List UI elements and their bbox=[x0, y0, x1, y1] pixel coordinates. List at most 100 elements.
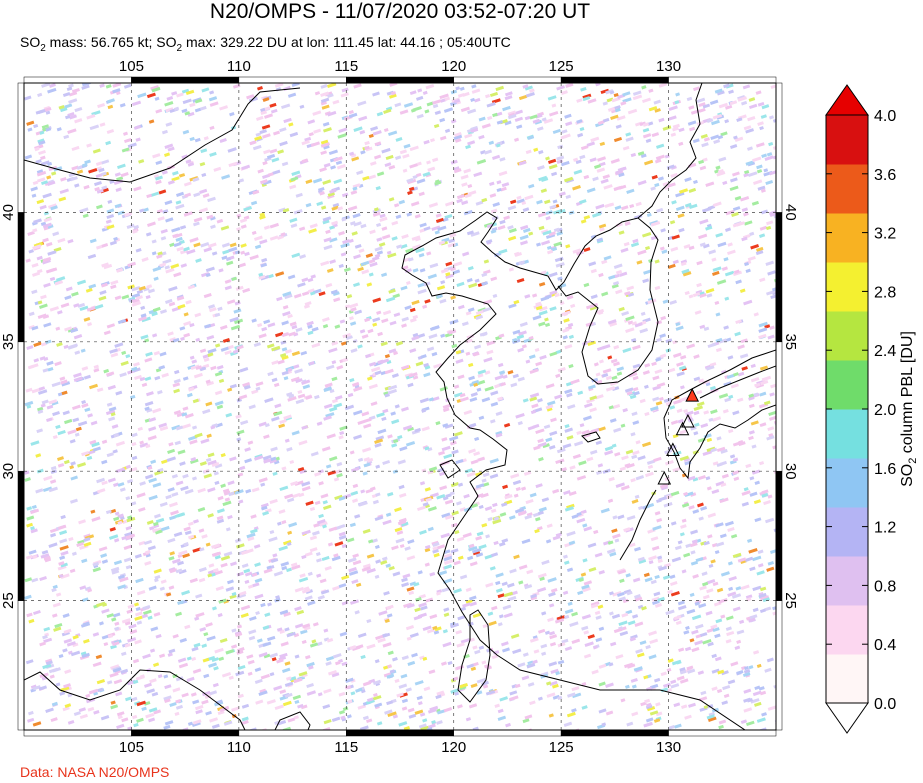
frame-bottom-segment bbox=[238, 729, 347, 737]
so2-pixel bbox=[485, 534, 491, 539]
so2-pixel bbox=[460, 638, 470, 644]
so2-pixel bbox=[428, 333, 438, 339]
so2-pixel bbox=[77, 279, 87, 286]
so2-pixel bbox=[183, 312, 189, 317]
so2-pixel bbox=[646, 459, 656, 465]
so2-pixel bbox=[319, 167, 327, 173]
so2-pixel bbox=[768, 141, 774, 147]
so2-pixel bbox=[70, 475, 78, 481]
so2-pixel bbox=[672, 466, 681, 473]
so2-pixel bbox=[460, 106, 471, 113]
so2-pixel bbox=[620, 101, 627, 106]
so2-pixel bbox=[748, 430, 755, 435]
so2-pixel bbox=[497, 715, 507, 721]
so2-pixel bbox=[699, 218, 709, 225]
so2-pixel bbox=[316, 421, 323, 426]
lon-tick-top-120: 120 bbox=[441, 58, 466, 75]
so2-pixel bbox=[499, 219, 506, 225]
so2-pixel bbox=[587, 634, 595, 640]
so2-pixel bbox=[710, 624, 718, 630]
so2-pixel bbox=[532, 423, 540, 429]
so2-pixel bbox=[192, 547, 202, 553]
so2-pixel bbox=[672, 399, 683, 405]
frame-top-segment bbox=[346, 76, 454, 84]
so2-pixel bbox=[712, 266, 722, 272]
so2-pixel bbox=[281, 161, 289, 167]
so2-pixel bbox=[581, 614, 592, 620]
so2-pixel bbox=[581, 705, 588, 710]
so2-pixel bbox=[163, 674, 169, 679]
so2-pixel bbox=[157, 216, 165, 222]
lon-tick-top-105: 105 bbox=[119, 58, 144, 75]
so2-pixel bbox=[670, 683, 680, 689]
so2-pixel bbox=[361, 411, 370, 417]
so2-pixel bbox=[561, 638, 569, 644]
so2-pixel bbox=[112, 482, 119, 487]
so2-pixel bbox=[99, 83, 105, 88]
so2-pixel bbox=[427, 526, 434, 532]
lon-tick-top-115: 115 bbox=[334, 58, 358, 75]
so2-pixel bbox=[161, 129, 168, 135]
so2-pixel bbox=[377, 331, 383, 337]
so2-pixel bbox=[611, 283, 619, 289]
so2-pixel bbox=[535, 428, 545, 435]
so2-pixel bbox=[538, 175, 548, 182]
so2-pixel bbox=[605, 386, 616, 392]
so2-pixel bbox=[603, 540, 612, 546]
so2-pixel bbox=[261, 124, 271, 130]
so2-pixel bbox=[698, 159, 705, 165]
so2-pixel bbox=[239, 465, 246, 471]
so2-pixel bbox=[141, 316, 151, 323]
so2-pixel bbox=[517, 421, 523, 426]
so2-pixel bbox=[598, 272, 604, 278]
so2-pixel bbox=[660, 671, 667, 677]
so2-pixel bbox=[622, 145, 630, 151]
so2-pixel bbox=[590, 603, 599, 609]
so2-pixel bbox=[688, 505, 695, 510]
so2-pixel bbox=[422, 625, 432, 632]
so2-pixel bbox=[722, 408, 729, 414]
so2-pixel bbox=[769, 392, 775, 397]
so2-pixel bbox=[86, 143, 92, 148]
so2-pixel bbox=[481, 123, 491, 129]
so2-pixel bbox=[581, 429, 590, 435]
so2-pixel bbox=[309, 547, 318, 553]
so2-pixel bbox=[422, 304, 428, 309]
so2-pixel bbox=[135, 606, 141, 612]
so2-pixel bbox=[595, 203, 605, 210]
so2-pixel bbox=[41, 83, 51, 88]
so2-pixel bbox=[484, 385, 494, 392]
so2-pixel bbox=[305, 589, 313, 595]
so2-pixel bbox=[697, 437, 706, 443]
so2-pixel bbox=[634, 546, 642, 552]
so2-pixel bbox=[724, 296, 730, 301]
so2-pixel bbox=[168, 585, 175, 590]
so2-pixel bbox=[583, 653, 592, 659]
so2-pixel bbox=[179, 461, 186, 466]
so2-pixel bbox=[627, 620, 636, 626]
so2-pixel bbox=[206, 334, 215, 341]
so2-pixel bbox=[480, 492, 489, 499]
so2-pixel bbox=[214, 647, 224, 654]
so2-pixel bbox=[40, 155, 46, 160]
so2-pixel bbox=[718, 719, 727, 725]
so2-pixel bbox=[84, 407, 91, 413]
so2-pixel bbox=[642, 278, 650, 284]
so2-pixel bbox=[534, 347, 540, 353]
so2-pixel bbox=[612, 591, 622, 597]
so2-pixel bbox=[426, 101, 434, 107]
so2-pixel bbox=[516, 277, 525, 284]
so2-pixel bbox=[570, 303, 576, 309]
so2-pixel bbox=[262, 133, 271, 139]
so2-pixel bbox=[49, 674, 55, 679]
frame-bottom-segment bbox=[668, 729, 777, 737]
so2-pixel bbox=[231, 706, 240, 712]
so2-pixel bbox=[383, 671, 393, 678]
so2-pixel bbox=[745, 463, 752, 469]
so2-pixel bbox=[736, 397, 744, 403]
so2-pixel bbox=[700, 506, 708, 511]
so2-pixel bbox=[228, 246, 238, 253]
frame-left-segment bbox=[17, 341, 25, 472]
so2-pixel bbox=[366, 618, 372, 624]
so2-pixel bbox=[307, 571, 313, 576]
